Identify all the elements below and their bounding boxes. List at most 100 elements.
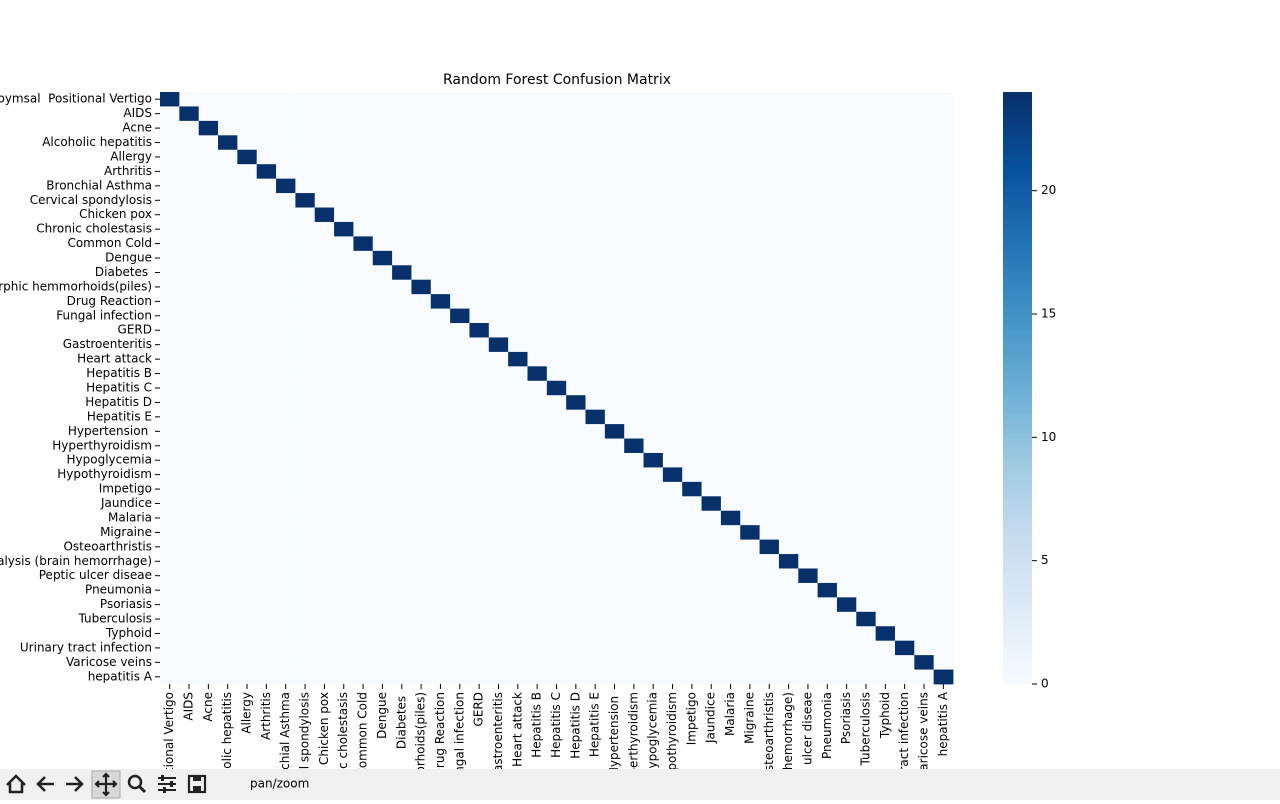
colorbar-segment <box>1003 353 1032 359</box>
heatmap-cell <box>334 640 354 656</box>
heatmap-cell <box>237 236 258 252</box>
forward-button[interactable] <box>66 776 84 792</box>
heatmap-cell <box>778 582 799 598</box>
heatmap-cell <box>527 424 548 439</box>
heatmap-cell <box>933 582 954 598</box>
heatmap-cell <box>624 626 644 642</box>
heatmap-cell <box>701 438 722 454</box>
heatmap-cell <box>662 164 683 180</box>
heatmap-cell <box>643 164 664 180</box>
heatmap-cell <box>527 438 548 454</box>
heatmap-cell <box>256 380 277 396</box>
y-tick-label: (vertigo) Paroymsal Positional Vertigo <box>0 92 152 106</box>
heatmap-cell <box>662 135 683 151</box>
heatmap-cell <box>604 655 625 670</box>
heatmap-cell <box>566 424 586 439</box>
heatmap-cell <box>720 250 741 266</box>
heatmap-cell <box>276 265 296 281</box>
colorbar-segment <box>1003 151 1032 157</box>
zoom-button[interactable] <box>127 774 147 794</box>
heatmap-cell <box>643 221 664 237</box>
heatmap-cell <box>237 424 258 439</box>
heatmap-cell <box>720 135 741 151</box>
heatmap-cell <box>218 582 238 598</box>
colorbar-segment <box>1003 565 1032 572</box>
heatmap-cell <box>237 92 258 107</box>
heatmap-cell <box>817 438 838 454</box>
heatmap-cell <box>643 294 664 309</box>
heatmap-cell <box>914 193 935 208</box>
heatmap-cell <box>624 582 644 598</box>
x-tick-label: Hepatitis D <box>568 692 582 759</box>
heatmap-cell <box>817 250 838 266</box>
pan-button[interactable] <box>91 770 121 799</box>
heatmap-cell <box>508 164 528 180</box>
heatmap-cell <box>778 120 799 136</box>
heatmap-cell <box>836 467 857 483</box>
heatmap-cell <box>662 351 683 367</box>
heatmap-cell <box>488 178 509 194</box>
heatmap-cell <box>701 510 722 526</box>
heatmap-cell <box>740 582 760 598</box>
heatmap-cell <box>604 265 625 281</box>
heatmap-cell <box>759 135 780 151</box>
heatmap-cell <box>624 554 644 569</box>
heatmap-cell <box>469 106 490 122</box>
heatmap-cell <box>604 178 625 194</box>
back-button[interactable] <box>36 776 54 792</box>
heatmap-cell <box>160 250 180 266</box>
x-tick-label: Hypertension <box>607 692 621 776</box>
heatmap-cell <box>508 669 528 685</box>
heatmap-cell <box>160 496 180 512</box>
colorbar-segment <box>1003 585 1032 591</box>
heatmap-cell <box>585 597 606 613</box>
heatmap-cell <box>894 250 915 266</box>
heatmap-cell <box>604 467 625 483</box>
save-button[interactable] <box>187 774 207 794</box>
heatmap-cell <box>488 279 509 295</box>
heatmap-cell <box>546 221 567 237</box>
heatmap-cell <box>856 655 877 670</box>
heatmap-cell <box>566 539 586 555</box>
heatmap-cell <box>643 106 664 122</box>
heatmap-cell <box>624 135 644 151</box>
configure-button[interactable] <box>158 775 176 793</box>
heatmap-cell <box>701 582 722 598</box>
colorbar-segment <box>1003 486 1032 493</box>
heatmap-cell <box>701 539 722 555</box>
heatmap-cell <box>160 525 180 541</box>
heatmap-cell <box>643 496 664 512</box>
heatmap-cell <box>237 164 258 180</box>
heatmap-cell <box>353 178 374 194</box>
heatmap-cell <box>488 337 509 353</box>
heatmap-cell <box>720 582 741 598</box>
heatmap-cell <box>701 467 722 483</box>
heatmap-cell <box>566 149 586 165</box>
heatmap-cell <box>604 351 625 367</box>
heatmap-cell <box>237 178 258 194</box>
heatmap-cell <box>604 337 625 353</box>
heatmap-cell <box>179 640 200 656</box>
heatmap-cell <box>875 308 896 324</box>
heatmap-cell <box>604 496 625 512</box>
heatmap-cell <box>508 279 528 295</box>
heatmap-cell <box>392 452 412 468</box>
heatmap-cell <box>682 496 702 512</box>
heatmap-cell <box>875 467 896 483</box>
x-tick-label: Hepatitis C <box>549 692 563 758</box>
heatmap-cell <box>372 294 393 309</box>
heatmap-cell <box>566 120 586 136</box>
heatmap-cell <box>353 611 374 627</box>
heatmap-cell <box>160 366 180 382</box>
heatmap-cell <box>353 193 374 208</box>
heatmap-cell <box>198 409 219 425</box>
heatmap-cell <box>662 250 683 266</box>
heatmap-cell <box>856 265 877 281</box>
heatmap-cell <box>314 323 335 338</box>
heatmap-cell <box>450 351 470 367</box>
heatmap-cell <box>546 250 567 266</box>
heatmap-cell <box>914 395 935 411</box>
colorbar-segment <box>1003 328 1032 335</box>
heatmap-cell <box>856 640 877 656</box>
home-button[interactable] <box>6 774 26 794</box>
